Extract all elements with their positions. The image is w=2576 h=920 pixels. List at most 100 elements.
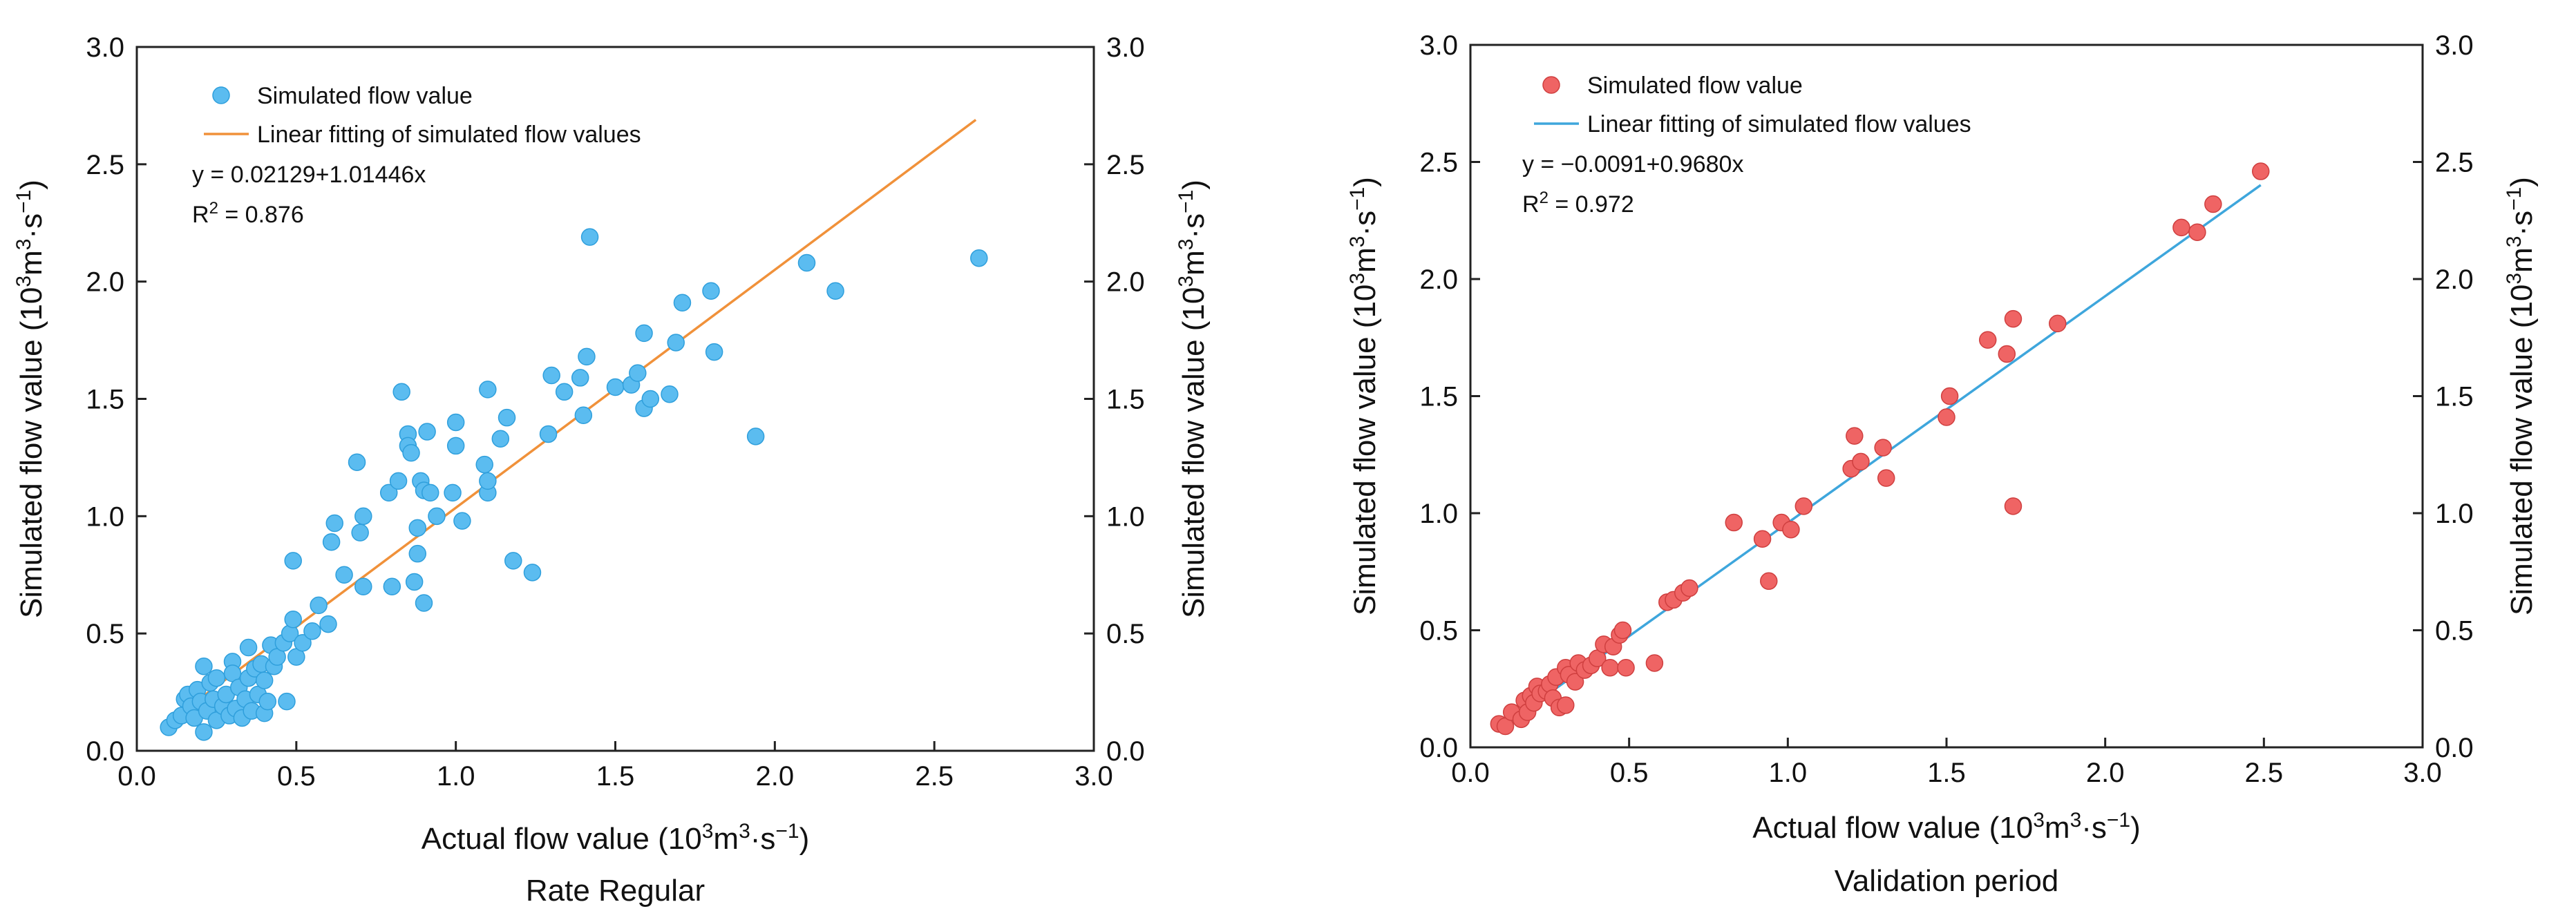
chart1-y-tick-label: 0.5 bbox=[86, 619, 124, 649]
chart1-data-point bbox=[826, 282, 844, 300]
chart1-data-point bbox=[392, 383, 410, 401]
chart1-data-point bbox=[284, 552, 302, 570]
chart1-data-point bbox=[578, 347, 596, 366]
chart1-data-point bbox=[195, 723, 213, 741]
chart1: 0.0 0.5 1.0 1.5 2.0 2.5 3.00.0 0.00.5 0.51.0 1.01… bbox=[12, 32, 1211, 908]
chart2-data-point bbox=[1601, 658, 1619, 677]
chart1-y-tick-label-right: 1.0 bbox=[1106, 501, 1145, 532]
chart2-y-tick-label: 0.0 bbox=[1419, 733, 1458, 763]
chart1-data-point bbox=[542, 366, 560, 385]
chart2-data-point bbox=[1725, 513, 1743, 532]
chart1-legend-scatter-label: Simulated flow value bbox=[257, 83, 473, 109]
chart2-data-point bbox=[1938, 408, 1955, 426]
chart1-data-point bbox=[354, 577, 372, 595]
chart1-data-point bbox=[446, 437, 465, 455]
chart1-data-point bbox=[348, 453, 366, 471]
chart1-data-point bbox=[428, 507, 446, 526]
chart1-data-point bbox=[475, 455, 493, 474]
chart1-data-point bbox=[479, 472, 497, 490]
chart1-data-point bbox=[255, 671, 274, 689]
chart1-data-point bbox=[405, 573, 424, 591]
chart2-y-axis-title-right: Simulated flow value (103m3·s−1) bbox=[2503, 177, 2539, 615]
chart1-data-point bbox=[294, 634, 312, 652]
chart1-data-point bbox=[555, 383, 574, 401]
chart2-data-point bbox=[1978, 331, 1997, 349]
chart2-x-tick-label: 1.0 bbox=[1769, 758, 1808, 788]
chart1-y-tick-label-right: 2.0 bbox=[1106, 267, 1145, 298]
chart1-legend-fit-label: Linear fitting of simulated flow values bbox=[257, 122, 641, 148]
chart1-x-tick-label: 2.5 bbox=[915, 761, 954, 792]
chart2-data-point bbox=[1680, 579, 1698, 597]
chart2-subtitle: Validation period bbox=[1835, 864, 2059, 898]
chart1-data-point bbox=[539, 425, 558, 443]
chart2-legend-marker bbox=[1542, 76, 1560, 94]
chart2-data-point bbox=[1645, 654, 1664, 672]
chart1-data-point bbox=[278, 692, 296, 711]
chart2-x-tick-label: 2.5 bbox=[2245, 758, 2284, 788]
chart1-data-point bbox=[319, 615, 337, 633]
chart1-subtitle: Rate Regular bbox=[526, 874, 705, 908]
chart1-data-point bbox=[207, 669, 226, 687]
chart1-r-squared: R2 = 0.876 bbox=[192, 199, 304, 229]
chart1-data-point bbox=[415, 594, 433, 612]
chart2-y-tick-label-right: 0.5 bbox=[2435, 616, 2474, 646]
chart1-data-point bbox=[629, 364, 647, 382]
chart1-y-tick-label: 1.5 bbox=[86, 385, 124, 415]
chart1-data-point bbox=[523, 564, 542, 582]
chart1-data-point bbox=[580, 228, 599, 246]
chart1-data-point bbox=[335, 566, 353, 584]
chart1-x-tick-label: 1.5 bbox=[596, 761, 635, 792]
chart1-y-tick-label-right: 2.5 bbox=[1106, 150, 1145, 180]
chart2-y-tick-label: 2.5 bbox=[1419, 148, 1458, 178]
chart2-x-axis-title: Actual flow value (103m3·s−1) bbox=[1752, 809, 2141, 845]
chart1-y-axis-title: Simulated flow value (103m3·s−1) bbox=[12, 180, 49, 618]
chart2-r-squared: R2 = 0.972 bbox=[1522, 189, 1634, 218]
chart1-data-point bbox=[746, 428, 765, 445]
chart1-y-tick-label: 2.0 bbox=[86, 267, 124, 298]
chart2-data-point bbox=[1760, 572, 1778, 591]
chart1-data-point bbox=[673, 294, 692, 312]
chart1-y-axis-title-right: Simulated flow value (103m3·s−1) bbox=[1175, 180, 1211, 618]
chart1-data-point bbox=[667, 334, 685, 352]
chart2: 0.0 0.5 1.0 1.5 2.0 2.5 3.00.0 0.00.5 0.51.0 1.01… bbox=[1346, 30, 2539, 898]
chart1-data-point bbox=[284, 611, 302, 629]
chart2-x-tick-label: 0.0 bbox=[1451, 758, 1490, 788]
chart1-y-tick-label: 0.0 bbox=[86, 736, 124, 767]
chart1-data-point bbox=[797, 253, 816, 272]
chart2-y-tick-label: 1.5 bbox=[1419, 382, 1458, 412]
chart2-data-point bbox=[1846, 427, 1864, 445]
chart1-data-point bbox=[258, 692, 277, 711]
chart2-data-point bbox=[2172, 218, 2190, 237]
chart1-data-point bbox=[354, 507, 372, 526]
chart2-data-point bbox=[2004, 497, 2023, 515]
chart1-x-tick-label: 1.0 bbox=[437, 761, 475, 792]
chart2-equation: y = −0.0091+0.9680x bbox=[1522, 151, 1743, 178]
chart1-data-point bbox=[702, 282, 720, 300]
chart1-y-tick-label-right: 3.0 bbox=[1106, 32, 1145, 63]
chart1-data-point bbox=[479, 381, 497, 399]
chart2-data-point bbox=[1782, 520, 1800, 539]
chart2-data-point bbox=[1998, 345, 2016, 363]
chart1-y-tick-label-right: 0.5 bbox=[1106, 619, 1145, 649]
chart2-y-tick-label-right: 0.0 bbox=[2435, 733, 2474, 763]
chart2-y-axis-title: Simulated flow value (103m3·s−1) bbox=[1346, 177, 1383, 615]
chart1-data-point bbox=[322, 533, 341, 551]
chart2-x-tick-label: 0.5 bbox=[1610, 758, 1649, 788]
chart2-data-point bbox=[1874, 439, 1892, 457]
chart2-data-point bbox=[1617, 658, 1635, 677]
chart2-data-point bbox=[1940, 387, 1959, 405]
chart1-data-point bbox=[239, 638, 258, 657]
chart1-data-point bbox=[421, 483, 439, 502]
chart1-data-point bbox=[446, 413, 465, 432]
chart2-data-point bbox=[1877, 469, 1895, 487]
chart1-data-point bbox=[303, 622, 321, 640]
chart1-data-point bbox=[498, 408, 516, 427]
chart1-x-tick-label: 2.0 bbox=[756, 761, 795, 792]
chart2-y-tick-label: 1.0 bbox=[1419, 499, 1458, 529]
chart1-data-point bbox=[504, 552, 522, 570]
chart1-x-tick-label: 0.0 bbox=[117, 761, 156, 792]
chart2-legend-fit-label: Linear fitting of simulated flow values bbox=[1587, 111, 1971, 137]
chart1-data-point bbox=[325, 514, 343, 533]
chart2-y-tick-label-right: 3.0 bbox=[2435, 30, 2474, 61]
chart2-y-tick-label-right: 1.5 bbox=[2435, 382, 2474, 412]
